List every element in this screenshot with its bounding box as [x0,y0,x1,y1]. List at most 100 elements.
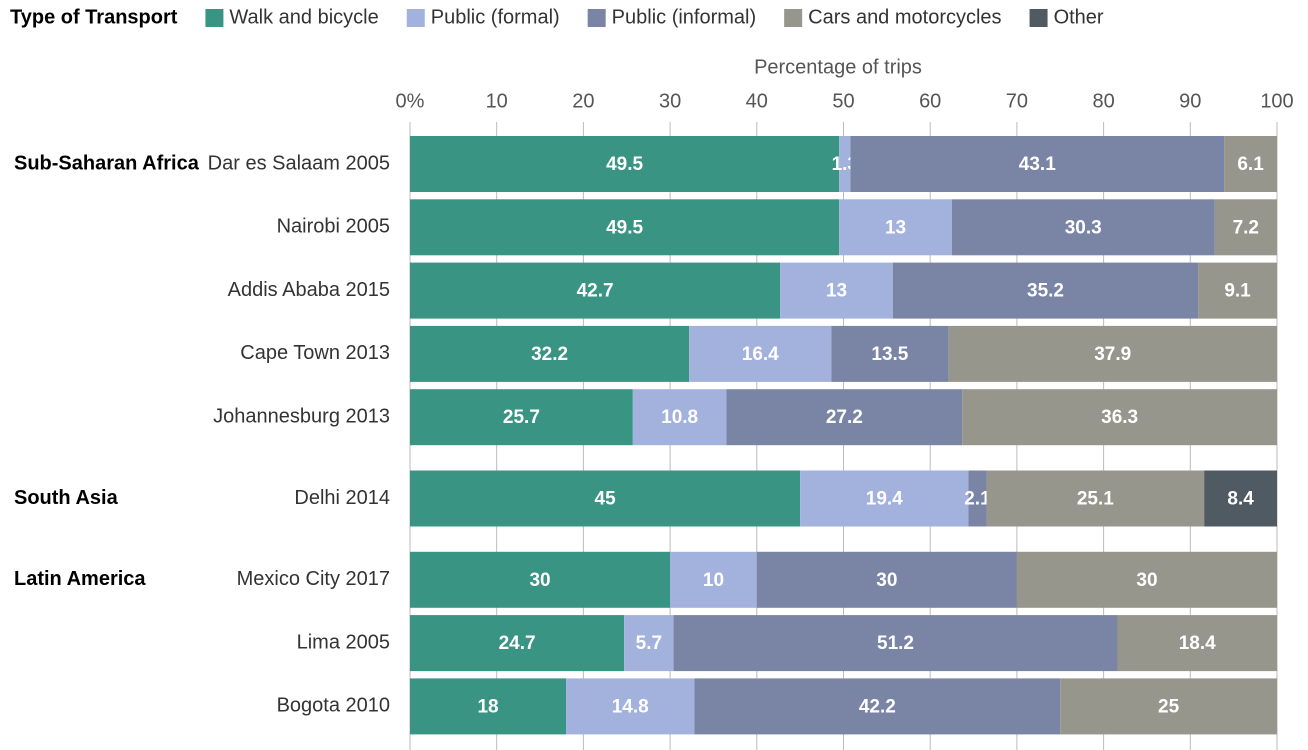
category-label: Cape Town 2013 [240,342,390,364]
data-label: 19.4 [866,489,903,510]
bar-segment [1016,551,1277,608]
data-label: 30 [1136,570,1157,591]
data-label: 42.7 [577,281,614,302]
data-label: 6.1 [1237,154,1264,175]
bar-segment [624,615,674,672]
category-label: Delhi 2014 [294,487,390,509]
data-label: 30 [876,570,897,591]
data-label: 13 [826,281,847,302]
bar-segment [850,136,1225,192]
bar-segment [1224,136,1277,192]
data-label: 27.2 [826,407,863,428]
data-label: 35.2 [1027,281,1064,302]
data-label: 43.1 [1019,154,1056,175]
data-label: 49.5 [606,217,643,238]
legend-label: Public (formal) [431,6,560,28]
group-label: Sub-Saharan Africa [14,152,200,174]
x-tick-label: 70 [1006,90,1028,112]
bar-segment [986,470,1205,527]
bar-segment [689,325,832,382]
group-label: Latin America [14,568,146,590]
bar-segment [962,389,1277,446]
bar-segment [410,551,671,608]
data-label: 25.7 [503,407,540,428]
legend-swatch [406,9,425,27]
data-label: 51.2 [877,633,914,654]
bar-segment [670,551,757,608]
bar-segment [410,199,840,256]
bar-segment [831,325,949,382]
data-label: 8.4 [1227,489,1254,510]
data-label: 24.7 [499,633,536,654]
data-label: 18.4 [1179,633,1216,654]
bar-segment [1117,615,1277,672]
bar-segment [726,389,963,446]
bar-segment [756,551,1017,608]
category-label: Johannesburg 2013 [213,405,390,427]
x-tick-label: 20 [572,90,594,112]
x-tick-label: 60 [919,90,941,112]
x-tick-label: 80 [1092,90,1114,112]
x-tick-label: 30 [659,90,681,112]
x-tick-label: 40 [746,90,768,112]
data-label: 36.3 [1101,407,1138,428]
bar-segment [410,136,840,192]
bar-segment [410,262,781,319]
bar-segment [1204,470,1277,527]
data-label: 37.9 [1094,344,1131,365]
category-label: Addis Ababa 2015 [228,279,390,301]
bar-segment [673,615,1118,672]
data-label: 7.2 [1233,217,1259,238]
legend-swatch [205,9,224,27]
data-label: 25 [1158,696,1180,717]
bar-segment [1214,199,1277,256]
bar-segment [410,325,690,382]
category-label: Bogota 2010 [277,695,390,717]
data-label: 13.5 [871,344,908,365]
bar-segment [968,470,987,527]
x-axis-label: Percentage of trips [754,56,922,78]
bar-segment [632,389,727,446]
bar-segment [566,678,695,735]
legend-swatch [784,9,803,27]
data-label: 49.5 [606,154,643,175]
bar-segment [410,615,625,672]
data-label: 32.2 [531,344,568,365]
group-label: South Asia [14,487,119,509]
legend-label: Public (informal) [612,6,756,28]
bar-segment [892,262,1199,319]
x-tick-label: 90 [1179,90,1201,112]
data-label: 5.7 [636,633,662,654]
x-tick-label: 10 [486,90,508,112]
bar-segment [800,470,969,527]
x-tick-label: 50 [832,90,854,112]
bar-segment [948,325,1277,382]
x-tick-label: 0% [396,90,425,112]
legend-label: Other [1054,6,1104,28]
bar-segment [1060,678,1277,735]
data-label: 13 [885,217,906,238]
data-label: 16.4 [742,344,779,365]
legend-swatch [1029,9,1048,27]
category-label: Mexico City 2017 [237,568,390,590]
data-label: 30.3 [1065,217,1102,238]
data-label: 2.1 [964,489,991,510]
category-label: Dar es Salaam 2005 [208,152,390,174]
bar-segment [1198,262,1277,319]
data-label: 9.1 [1224,281,1251,302]
bar-segment [410,678,567,735]
data-label: 45 [595,489,617,510]
legend-title: Type of Transport [10,6,178,28]
data-label: 10 [703,570,724,591]
data-label: 18 [477,696,498,717]
data-label: 25.1 [1077,489,1114,510]
data-label: 14.8 [612,696,649,717]
data-label: 30 [529,570,550,591]
bar-segment [839,136,851,192]
legend-label: Cars and motorcycles [808,6,1001,28]
data-label: 42.2 [859,696,896,717]
bar-segment [410,389,633,446]
bar-segment [839,199,952,256]
legend-swatch [587,9,606,27]
